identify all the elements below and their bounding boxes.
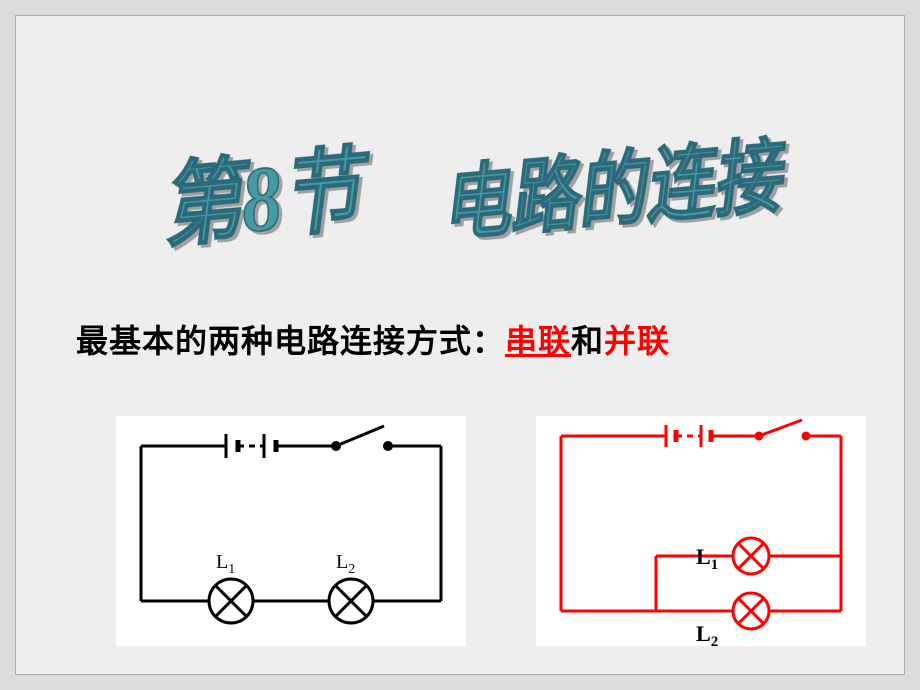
title-part2: 电路的连接 <box>437 131 792 251</box>
parallel-circuit-diagram: L1 L2 <box>536 416 866 646</box>
slide: 第8节 电路的连接 最基本的两种电路连接方式：串联和并联 <box>15 15 905 675</box>
subtitle-prefix: 最基本的两种电路连接方式： <box>76 323 505 359</box>
series-lamp2-label: L2 <box>336 551 355 577</box>
title-area: 第8节 电路的连接 <box>16 86 904 266</box>
series-lamp1-label: L1 <box>216 551 235 577</box>
series-circuit-svg: L1 L2 <box>116 416 466 646</box>
title-svg: 第8节 电路的连接 <box>100 86 820 266</box>
title-part1: 第8节 <box>157 138 377 259</box>
subtitle-series: 串联 <box>505 323 571 359</box>
series-circuit-diagram: L1 L2 <box>116 416 466 646</box>
subtitle-parallel: 并联 <box>604 323 670 359</box>
subtitle-connector: 和 <box>571 323 604 359</box>
subtitle: 最基本的两种电路连接方式：串联和并联 <box>76 316 876 362</box>
parallel-lamp1-label: L1 <box>696 544 718 573</box>
parallel-circuit-svg: L1 L2 <box>536 416 866 646</box>
parallel-lamp2-label: L2 <box>696 621 718 646</box>
